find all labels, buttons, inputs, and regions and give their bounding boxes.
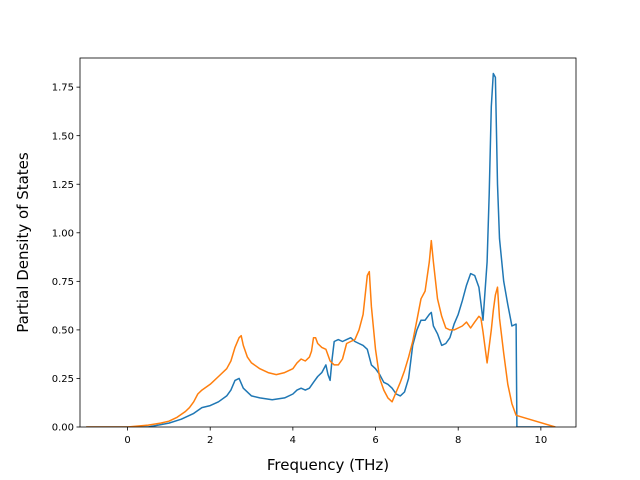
y-tick-label: 0.25	[52, 374, 74, 385]
y-tick-label: 1.75	[52, 83, 74, 94]
y-axis-label: Partial Density of States	[14, 152, 32, 333]
plot-area	[86, 72, 556, 427]
x-tick-label: 0	[124, 435, 130, 446]
x-tick-label: 4	[290, 435, 296, 446]
x-axis-ticks: 0 2 4 6 8 10	[124, 427, 547, 446]
x-tick-label: 8	[455, 435, 461, 446]
axes-frame	[79, 57, 577, 428]
y-tick-label: 0.50	[52, 325, 74, 336]
x-tick-label: 2	[207, 435, 213, 446]
y-tick-label: 1.25	[52, 180, 74, 191]
series-line-2	[86, 239, 556, 427]
x-tick-label: 10	[534, 435, 547, 446]
y-tick-label: 1.00	[52, 228, 74, 239]
y-tick-label: 0.75	[52, 277, 74, 288]
y-tick-label: 1.50	[52, 131, 74, 142]
x-axis-label: Frequency (THz)	[267, 456, 389, 474]
series-line-1	[86, 72, 556, 427]
x-tick-label: 6	[372, 435, 378, 446]
y-axis-ticks: 0.00 0.25 0.50 0.75 1.00 1.25 1.50 1.75	[52, 83, 80, 434]
y-tick-label: 0.00	[52, 423, 74, 434]
